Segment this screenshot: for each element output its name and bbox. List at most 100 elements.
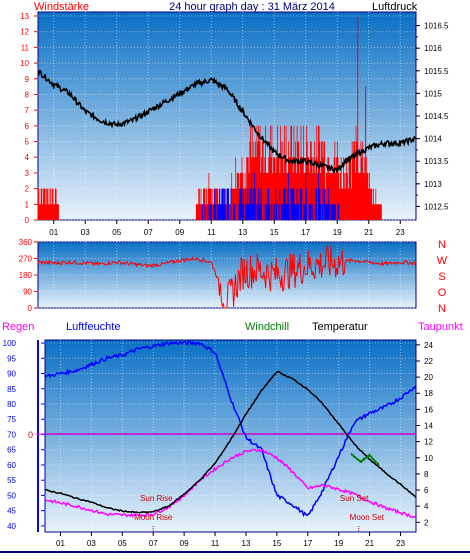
sun-set-label: Sun Set [340,494,369,503]
wind-direction-axis: 0 90 180 270 360 [19,238,38,313]
x-tick-label: 17 [301,228,310,237]
pressure-tick-label: 1016.5 [424,22,449,31]
temperature-tick-label: 10 [424,454,433,463]
rain-value-label: 0 [28,430,33,440]
x-tick-label: 17 [303,539,312,548]
x-tick-label: 15 [270,228,279,237]
humidity-tick-label: 85 [7,385,16,394]
dewpoint-label: Taupunkt [418,321,463,333]
header-left-label: Windstärke [34,1,89,13]
moon-rise-label: Moon Rise [134,513,173,522]
x-tick-label: 11 [211,539,220,548]
humidity-tick-label: 75 [7,415,16,424]
pressure-tick-label: 1013 [424,180,442,189]
temperature-tick-label: 2 [424,518,429,527]
x-tick-label: 15 [272,539,281,548]
humidity-tick-label: 40 [7,522,16,531]
wind-pressure-series [37,16,417,220]
wind-tick-label: 4 [25,153,30,162]
x-tick-label: 09 [175,228,184,237]
pressure-axis: 1012.5 1013 1013.5 1014 1014.5 1015 1015.5 1016… [416,22,449,211]
x-tick-label: 07 [144,228,153,237]
humidity-series [44,340,417,518]
windchill-series [350,452,380,466]
x-tick-label: 05 [112,228,121,237]
wind-tick-label: 7 [25,106,30,115]
temperature-tick-label: 20 [424,373,433,382]
wind-tick-label: 1 [25,200,30,209]
x-tick-label: 23 [396,228,405,237]
pressure-tick-label: 1014 [424,135,442,144]
pressure-tick-label: 1015.5 [424,67,449,76]
temperature-series [44,370,417,514]
direction-tick-label: 360 [19,238,33,247]
compass-label: S [438,271,445,283]
direction-tick-label: 180 [19,271,33,280]
humidity-axis: 40 45 50 55 60 65 70 75 80 85 90 95 100 [3,339,45,532]
humidity-tick-label: 95 [7,354,16,363]
humidity-tick-label: 60 [7,461,16,470]
wind-tick-label: 0 [25,216,30,225]
x-tick-label: 13 [238,228,247,237]
climate-grid [45,340,416,532]
temperature-tick-label: 18 [424,389,433,398]
x-tick-label: 03 [81,228,90,237]
temperature-tick-label: 6 [424,486,429,495]
temperature-tick-label: 4 [424,502,429,511]
wind-tick-label: 5 [25,138,30,147]
climate-x-axis: 01 03 05 07 09 11 13 15 17 19 21 23 [56,532,406,548]
windchill-label: Windchill [245,321,289,333]
wind-tick-label: 12 [20,28,29,37]
temperature-tick-label: 8 [424,470,429,479]
direction-tick-label: 0 [28,304,33,313]
pressure-tick-label: 1013.5 [424,157,449,166]
humidity-label: Luftfeuchte [66,321,120,333]
humidity-tick-label: 55 [7,476,16,485]
compass-label: W [437,255,448,267]
wind-tick-label: 11 [21,43,30,52]
humidity-tick-label: 65 [7,446,16,455]
temperature-tick-label: 24 [424,341,433,350]
sun-rise-label: Sun Rise [140,494,173,503]
x-tick-label: 03 [87,539,96,548]
x-tick-label: 11 [207,228,216,237]
wind-pressure-x-axis: 01 03 05 07 09 11 13 15 17 19 21 23 [49,220,405,237]
x-tick-label: 21 [365,539,374,548]
x-tick-label: 19 [333,228,342,237]
wind-tick-label: 2 [25,185,30,194]
x-tick-label: 01 [49,228,58,237]
temperature-tick-label: 22 [424,357,433,366]
x-tick-label: 23 [396,539,405,548]
humidity-tick-label: 90 [7,370,16,379]
climate-panel: Regen Luftfeuchte Windchill Temperatur T… [2,321,463,548]
wind-speed-series [202,172,340,220]
compass-label: N [438,303,446,315]
wind-direction-series [37,244,417,309]
compass-label: N [438,239,446,251]
wind-tick-label: 10 [20,59,29,68]
rain-label: Regen [2,321,34,333]
wind-direction-series [37,244,417,309]
wind-tick-label: 6 [25,122,30,131]
temperature-label: Temperatur [312,321,368,333]
x-tick-label: 01 [56,539,65,548]
x-tick-label: 09 [180,539,189,548]
header-title: 24 hour graph day : 31 März 2014 [169,1,335,13]
humidity-tick-label: 100 [3,339,17,348]
x-tick-label: 19 [334,539,343,548]
climate-series [44,340,417,519]
humidity-tick-label: 45 [7,507,16,516]
pressure-tick-label: 1012.5 [424,202,449,211]
wind-tick-label: 8 [25,90,30,99]
wind-tick-label: 13 [20,12,29,21]
temperature-tick-label: 16 [424,405,433,414]
x-tick-label: 13 [242,539,251,548]
dewpoint-series [44,448,417,519]
sun-moon-events: Sun Rise Moon Rise Sun Set Moon Set [134,494,385,532]
wind-tick-label: 3 [25,169,30,178]
humidity-tick-label: 70 [7,430,16,439]
